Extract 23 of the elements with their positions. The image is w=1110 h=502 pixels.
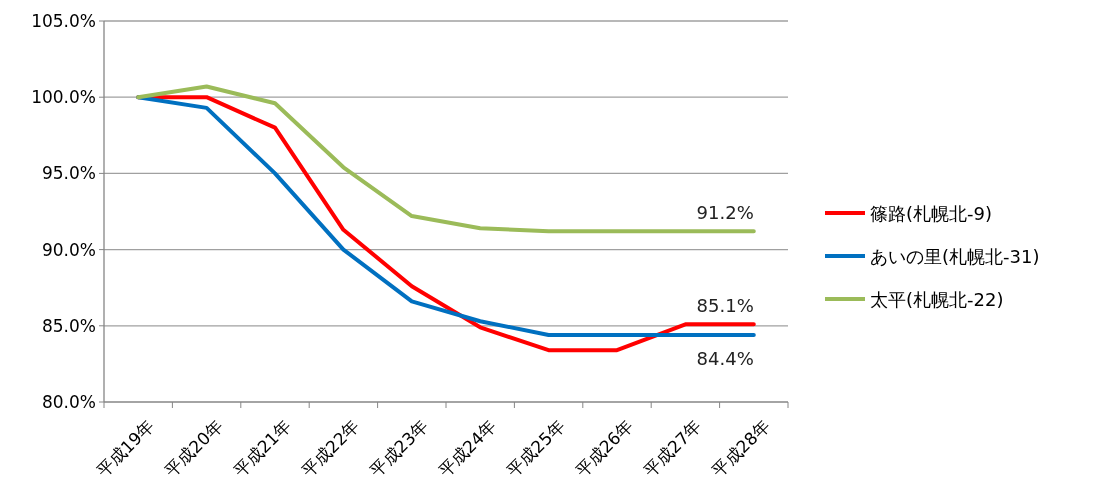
line-series: [136, 84, 756, 234]
x-tick-label: 平成22年: [297, 415, 364, 482]
annotation: 84.4%: [696, 347, 754, 369]
x-tick-label: 平成25年: [502, 415, 569, 482]
legend-label: 篠路(札幌北-9): [870, 203, 992, 224]
annotation: 85.1%: [696, 295, 754, 317]
x-tick-label: 平成20年: [160, 415, 227, 482]
x-tick-label: 平成28年: [708, 415, 774, 482]
y-tick-label: 85.0%: [41, 315, 96, 336]
x-tick-label: 平成23年: [366, 415, 432, 482]
y-tick-label: 80.0%: [41, 392, 96, 412]
x-tick-label: 平成24年: [434, 415, 501, 482]
x-tick-label: 平成27年: [639, 415, 706, 482]
x-tick-label: 平成19年: [92, 415, 159, 482]
x-tick-label: 平成21年: [229, 415, 295, 482]
y-tick-label: 100.0%: [31, 87, 96, 108]
y-tick-label: 95.0%: [41, 163, 96, 184]
y-tick-label: 90.0%: [41, 239, 96, 260]
legend-label: あいの里(札幌北-31): [870, 246, 1040, 267]
y-tick-label: 105.0%: [31, 11, 96, 31]
x-tick-label: 平成26年: [571, 415, 637, 482]
legend-label: 太平(札幌北-22): [870, 289, 1004, 310]
annotation: 91.2%: [696, 202, 754, 224]
